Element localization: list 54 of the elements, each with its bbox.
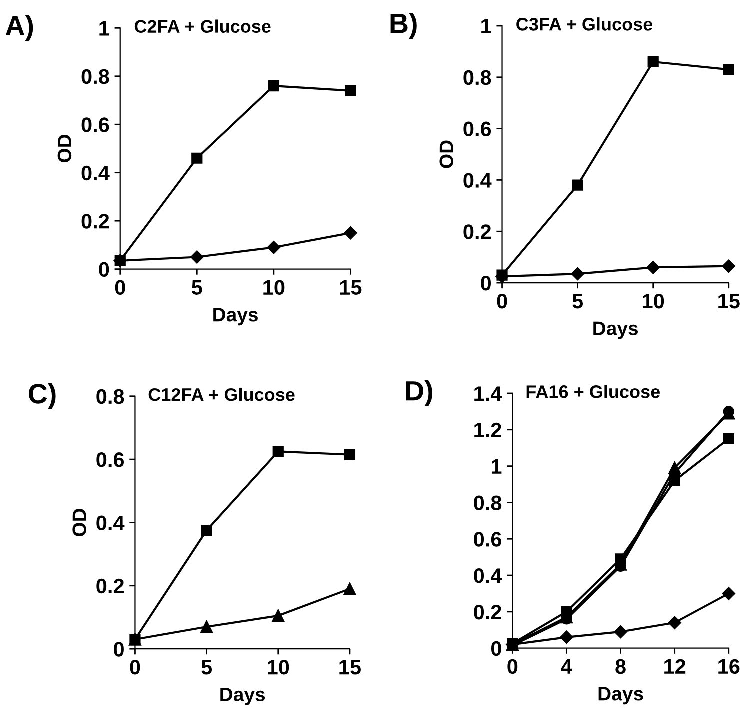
x-axis-title: Days	[598, 687, 644, 705]
x-tick-label: 8	[616, 659, 626, 674]
x-tick-label: 5	[572, 294, 584, 309]
y-tick-label: 0.4	[96, 516, 125, 530]
y-tick-label: 0.6	[82, 118, 110, 132]
text: B)	[390, 13, 417, 39]
text: D)	[406, 380, 432, 406]
text: C)	[29, 383, 56, 410]
x-tick-label: 0	[508, 659, 518, 674]
chart-title: C3FA + Glucose	[516, 18, 653, 31]
x-tick-label: 5	[202, 660, 212, 675]
x-tick-label: 10	[643, 294, 664, 309]
y-tick-label: 0.6	[464, 122, 492, 137]
chart-title: C2FA + Glucose	[134, 20, 271, 34]
y-tick-label: 1	[492, 460, 502, 474]
x-axis-title: Days	[594, 322, 638, 340]
x-tick-label: 4	[561, 660, 572, 674]
y-axis-title: OD	[440, 140, 454, 168]
y-tick-label: 0.8	[82, 69, 110, 84]
y-tick-label: 0	[114, 642, 124, 657]
y-tick-label: 0.4	[474, 568, 502, 584]
y-tick-label: 0.6	[96, 452, 124, 468]
x-tick-label: 5	[192, 280, 202, 296]
y-tick-label: 0.2	[474, 604, 502, 620]
y-tick-label: 0.4	[464, 173, 492, 188]
y-axis-title: OD	[72, 508, 86, 537]
y-tick-label: 0	[491, 641, 502, 656]
x-axis-title: Days	[214, 308, 258, 326]
y-tick-label: 1	[482, 19, 492, 34]
y-tick-label: 0.8	[474, 496, 502, 510]
y-tick-label: 0	[99, 262, 110, 278]
y-tick-label: 0.2	[464, 224, 492, 240]
chart-title: C12FA + Glucose	[148, 388, 295, 402]
y-tick-label: 1.2	[474, 422, 502, 438]
y-tick-label: 0.4	[82, 166, 110, 181]
x-tick-label: 10	[264, 280, 285, 296]
x-axis-title: Days	[220, 688, 266, 706]
chart-title: FA16 + Glucose	[526, 385, 660, 398]
y-tick-label: 1	[100, 21, 110, 36]
y-tick-label: 1.4	[474, 386, 502, 402]
y-tick-label: 0.8	[464, 70, 492, 86]
y-tick-label: 0.6	[474, 532, 502, 547]
y-tick-label: 0.2	[96, 578, 124, 594]
y-axis-title: OD	[58, 134, 72, 163]
x-tick-label: 15	[340, 280, 362, 296]
x-tick-label: 0	[130, 660, 140, 675]
y-tick-label: 0.8	[96, 389, 124, 404]
x-tick-label: 12	[664, 659, 686, 674]
y-tick-label: 0.2	[82, 214, 110, 229]
x-tick-label: 10	[268, 660, 290, 675]
x-tick-label: 15	[718, 294, 740, 309]
text: A)	[6, 15, 34, 42]
x-tick-label: 15	[340, 660, 361, 675]
x-tick-label: 16	[718, 659, 740, 674]
